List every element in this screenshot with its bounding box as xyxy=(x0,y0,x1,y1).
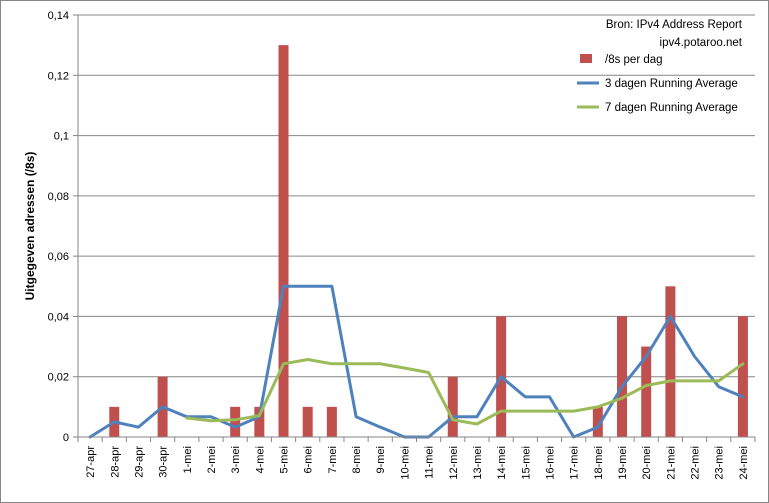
x-tick-label: 16-mei xyxy=(544,446,556,480)
source-note-line-1: Bron: IPv4 Address Report xyxy=(606,19,743,31)
x-tick-label: 2-mei xyxy=(206,446,218,474)
x-tick-label: 10-mei xyxy=(399,446,411,480)
bar xyxy=(230,406,241,437)
x-tick-label: 18-mei xyxy=(593,446,605,480)
y-tick-label: 0,04 xyxy=(48,311,69,323)
x-tick-label: 20-mei xyxy=(641,446,653,480)
x-tick-label: 14-mei xyxy=(496,446,508,480)
x-tick-label: 29-apr xyxy=(133,446,145,478)
bar xyxy=(302,406,313,437)
x-tick-label: 7-mei xyxy=(327,446,339,474)
x-tick-label: 9-mei xyxy=(375,446,387,474)
x-tick-label: 23-mei xyxy=(714,446,726,480)
x-tick-label: 17-mei xyxy=(569,446,581,480)
source-note-line-2: ipv4.potaroo.net xyxy=(660,37,743,49)
y-tick-labels: 0 0,02 0,04 0,06 0,08 0,1 0,12 0,14 xyxy=(48,10,69,444)
y-tick-label: 0,12 xyxy=(48,70,69,82)
x-tick-label: 11-mei xyxy=(424,446,436,479)
legend-label-7day: 7 dagen Running Average xyxy=(605,102,738,114)
x-tick-label: 4-mei xyxy=(254,446,266,474)
x-tick-labels: 27-apr 28-apr 29-apr 30-apr 1-mei 2-mei 3-mei 4… xyxy=(85,446,750,480)
x-tick-label: 22-mei xyxy=(690,446,702,480)
bar xyxy=(641,346,652,437)
bar xyxy=(592,406,603,437)
series-line xyxy=(185,358,745,426)
legend-label-3day: 3 dagen Running Average xyxy=(605,78,738,90)
bar xyxy=(665,286,676,437)
bar xyxy=(617,316,628,437)
x-tick-label: 24-mei xyxy=(738,446,750,480)
x-tick-label: 15-mei xyxy=(520,446,532,480)
x-tick-label: 28-apr xyxy=(109,446,121,478)
x-tick-label: 8-mei xyxy=(351,446,363,474)
x-tick-label: 6-mei xyxy=(303,446,315,474)
bar xyxy=(254,406,265,437)
source-note: Bron: IPv4 Address Report ipv4.potaroo.n… xyxy=(606,19,743,49)
x-tick-label: 13-mei xyxy=(472,446,484,480)
bar xyxy=(447,376,458,437)
legend: /8s per dag 3 dagen Running Average 7 da… xyxy=(577,54,738,114)
legend-label-bars: /8s per dag xyxy=(605,54,663,66)
y-tick-label: 0,08 xyxy=(48,191,69,203)
x-tick-label: 12-mei xyxy=(448,446,460,480)
y-tick-label: 0,02 xyxy=(48,372,69,384)
y-tick-label: 0 xyxy=(63,432,69,444)
x-tick-label: 27-apr xyxy=(85,446,97,478)
x-tick-label: 19-mei xyxy=(617,446,629,480)
y-tick-label: 0,06 xyxy=(48,251,69,263)
x-tick-label: 3-mei xyxy=(230,446,242,474)
y-tick-label: 0,1 xyxy=(54,131,69,143)
legend-swatch-bars xyxy=(580,54,592,63)
x-tick-label: 21-mei xyxy=(665,446,677,480)
x-tick-label: 30-apr xyxy=(158,446,170,478)
bar xyxy=(737,316,748,437)
bar xyxy=(326,406,337,437)
y-axis-label: Uitgegeven adressen (/8s) xyxy=(23,152,37,301)
bar xyxy=(278,45,289,438)
y-tick-label: 0,14 xyxy=(48,10,69,22)
x-tick-label: 5-mei xyxy=(279,446,291,474)
x-tick-label: 1-mei xyxy=(182,446,194,474)
